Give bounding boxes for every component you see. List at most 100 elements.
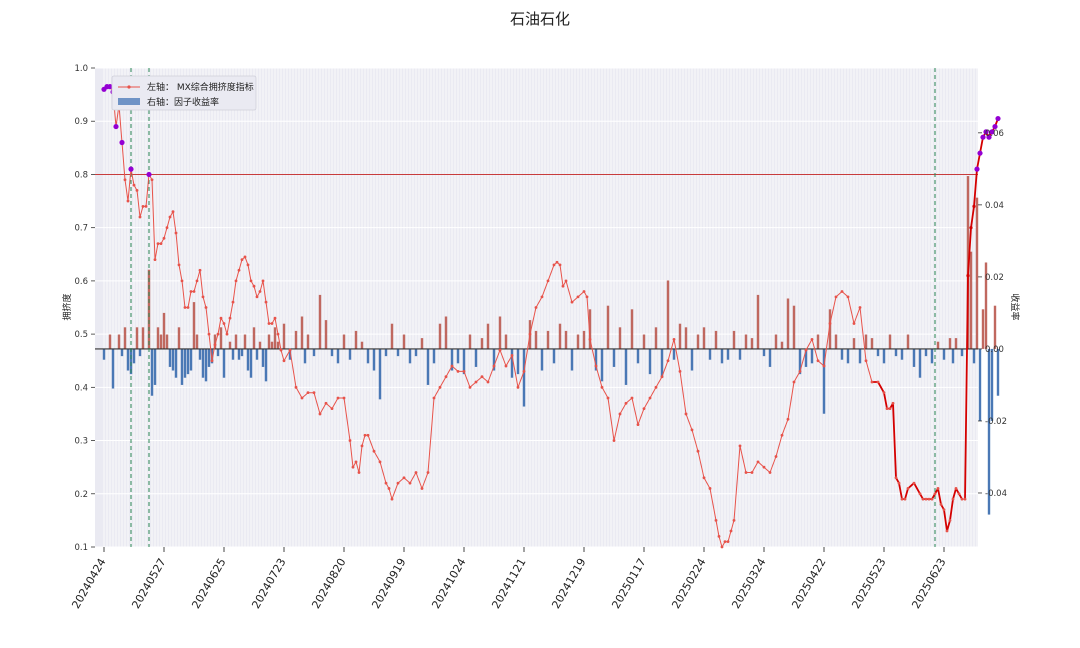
return-bar — [156, 327, 160, 349]
return-bar — [258, 341, 262, 349]
return-bar — [996, 348, 1000, 396]
return-bar — [153, 348, 157, 385]
crowding-point — [939, 503, 943, 506]
return-bar — [141, 327, 145, 349]
return-bar — [336, 348, 340, 364]
return-bar — [510, 348, 514, 378]
return-bar — [660, 348, 664, 378]
return-bar — [522, 348, 526, 407]
crowding-point — [870, 380, 874, 384]
return-bar — [480, 338, 484, 349]
legend: 左轴： MX综合拥挤度指标 右轴：因子收益率 — [111, 75, 257, 111]
return-bar — [993, 305, 997, 349]
crowding-point — [828, 322, 832, 325]
return-bar — [588, 309, 592, 349]
crowding-point — [894, 476, 898, 480]
crowding-point — [522, 369, 526, 373]
return-bar — [171, 348, 175, 371]
crowding-point — [456, 369, 460, 373]
return-bar — [924, 348, 928, 357]
return-bar — [330, 348, 334, 357]
x-tick-label: 20240820 — [309, 556, 348, 611]
return-bar — [165, 334, 169, 349]
return-bar — [546, 330, 550, 349]
crowding-point — [594, 364, 598, 368]
crowding-point — [354, 460, 358, 464]
crowding-point — [897, 481, 901, 485]
crowding-point — [144, 204, 148, 208]
legend-label-line: 左轴： MX综合拥挤度指标 — [147, 81, 254, 93]
crowding-point — [273, 316, 277, 320]
crowding-point — [219, 316, 223, 320]
crowding-point — [630, 396, 634, 400]
return-bar — [486, 323, 490, 349]
crowding-point-high — [983, 129, 989, 135]
crowding-point — [906, 487, 910, 490]
return-bar — [390, 323, 394, 349]
crowding-point — [561, 284, 565, 288]
crowding-point — [378, 460, 382, 464]
crowding-point — [552, 263, 556, 267]
crowding-point — [408, 481, 412, 485]
crowding-point — [762, 465, 766, 469]
return-bar — [456, 348, 460, 364]
return-bar — [408, 348, 412, 364]
crowding-point — [558, 263, 562, 267]
return-bar — [564, 330, 568, 349]
left-y-tick-label: 0.1 — [74, 543, 88, 553]
return-bar — [120, 348, 124, 357]
crowding-point — [342, 396, 346, 400]
return-bar — [936, 341, 940, 349]
crowding-point — [798, 369, 802, 373]
crowding-point — [960, 497, 964, 501]
crowding-point — [744, 471, 748, 474]
return-bar — [183, 348, 187, 378]
crowding-point — [174, 231, 178, 235]
return-bar — [126, 348, 130, 371]
crowding-point-high — [980, 134, 986, 140]
crowding-point — [564, 279, 568, 283]
crowding-point — [498, 348, 502, 352]
crowding-point-high — [977, 150, 983, 156]
return-bar — [906, 334, 910, 349]
return-bar — [930, 348, 934, 364]
return-bar — [450, 348, 454, 371]
return-bar — [969, 251, 973, 349]
crowding-point — [540, 295, 544, 299]
return-bar — [348, 348, 352, 360]
crowding-point — [198, 268, 202, 272]
return-bar — [576, 334, 580, 349]
return-bar — [600, 348, 604, 382]
crowding-point — [516, 385, 520, 389]
return-bar — [558, 323, 562, 349]
crowding-point — [312, 391, 316, 395]
return-bar — [792, 305, 796, 349]
return-bar — [216, 348, 220, 357]
return-bar — [852, 338, 856, 349]
return-bar — [432, 348, 436, 364]
crowding-point — [774, 455, 778, 458]
crowding-point — [183, 306, 187, 309]
crowding-point — [138, 215, 142, 219]
return-bar — [978, 348, 982, 421]
return-bar — [468, 334, 472, 349]
crowding-point — [204, 306, 208, 309]
return-bar — [858, 348, 862, 364]
crowding-point — [162, 236, 166, 240]
return-bar — [162, 312, 166, 349]
crowding-point — [864, 359, 868, 363]
crowding-point — [360, 444, 364, 448]
return-bar — [426, 348, 430, 385]
return-bar — [762, 348, 766, 357]
return-bar — [129, 348, 133, 375]
return-bar — [948, 338, 952, 349]
return-bar — [240, 348, 244, 357]
return-bar — [282, 323, 286, 349]
return-bar — [975, 197, 979, 349]
crowding-point — [945, 529, 949, 533]
return-bar — [987, 348, 991, 515]
crowding-point — [750, 471, 754, 474]
right-y-axis-label: 收益率 — [1009, 293, 1021, 320]
crowding-point — [210, 359, 214, 363]
crowding-line — [103, 86, 965, 548]
